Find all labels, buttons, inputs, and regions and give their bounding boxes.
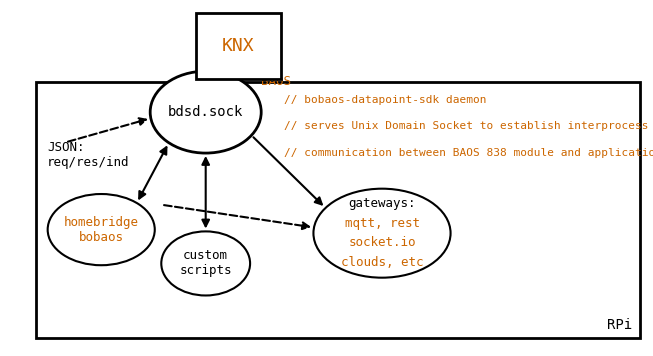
- Text: custom
scripts: custom scripts: [180, 250, 232, 277]
- Ellipse shape: [48, 194, 155, 265]
- Text: clouds, etc: clouds, etc: [341, 256, 423, 269]
- Bar: [36, 82, 640, 338]
- Text: // bobaos-datapoint-sdk daemon: // bobaos-datapoint-sdk daemon: [284, 95, 486, 105]
- Text: homebridge
bobaos: homebridge bobaos: [64, 216, 138, 244]
- Ellipse shape: [313, 189, 451, 278]
- Text: BAOS: BAOS: [261, 75, 291, 88]
- Text: mqtt, rest: mqtt, rest: [345, 217, 419, 230]
- Text: KNX: KNX: [222, 37, 255, 55]
- Text: gateways:: gateways:: [348, 197, 416, 210]
- Ellipse shape: [150, 71, 261, 153]
- Bar: [196, 14, 281, 79]
- Text: JSON:
req/res/ind: JSON: req/res/ind: [47, 141, 129, 169]
- Text: RPi: RPi: [607, 318, 632, 332]
- Text: // serves Unix Domain Socket to establish interprocess: // serves Unix Domain Socket to establis…: [284, 121, 648, 131]
- Ellipse shape: [161, 231, 250, 295]
- Text: socket.io: socket.io: [348, 236, 416, 250]
- Text: // communication between BAOS 838 module and applications: // communication between BAOS 838 module…: [284, 148, 653, 158]
- Text: bdsd.sock: bdsd.sock: [168, 105, 244, 119]
